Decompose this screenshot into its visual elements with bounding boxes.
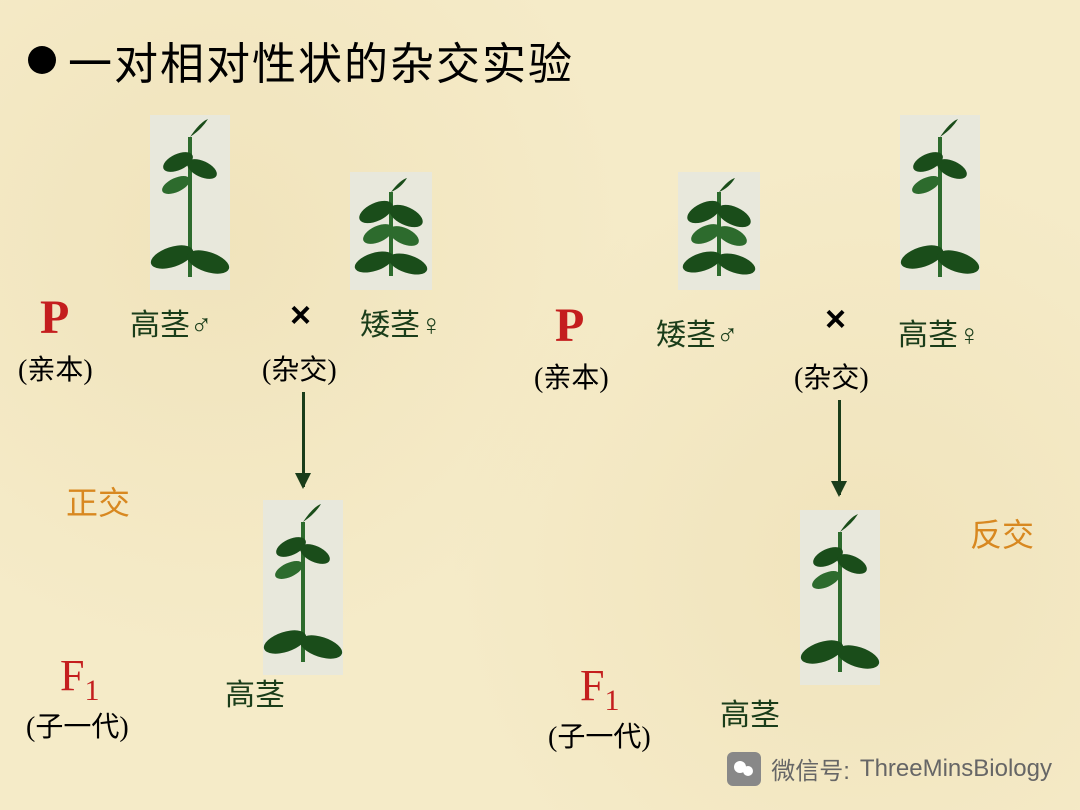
tall-plant-icon <box>150 107 230 282</box>
f1-letter-text: F <box>60 651 84 700</box>
title-row: 一对相对性状的杂交实验 <box>28 28 574 92</box>
right-cross-note: (杂交) <box>794 356 869 396</box>
f1-letter-text: F <box>580 661 604 710</box>
short-plant-icon <box>350 164 432 282</box>
left-parent-left-label: 高茎♂ <box>130 300 213 344</box>
left-parent-short-plant <box>350 172 432 290</box>
left-cross-note: (杂交) <box>262 348 337 388</box>
right-offspring-plant <box>800 510 880 685</box>
left-offspring-label: 高茎 <box>225 670 285 714</box>
left-F1-paren: (子一代) <box>26 705 129 745</box>
title-bullet-icon <box>28 46 56 74</box>
right-side-label: 反交 <box>970 510 1034 556</box>
f1-sub-text: 1 <box>84 674 99 707</box>
left-offspring-plant <box>263 500 343 675</box>
right-parent-short-plant <box>678 172 760 290</box>
right-P-paren: (亲本) <box>534 356 609 396</box>
tall-plant-icon <box>900 107 980 282</box>
right-F1-paren: (子一代) <box>548 715 651 755</box>
left-side-label: 正交 <box>66 478 130 524</box>
page-title: 一对相对性状的杂交实验 <box>68 28 574 92</box>
left-arrow-icon <box>302 392 305 487</box>
right-F1-letter: F1 <box>580 660 619 718</box>
tall-plant-icon <box>800 502 880 677</box>
f1-sub-text: 1 <box>604 684 619 717</box>
right-P-letter: P <box>555 298 584 353</box>
tall-plant-icon <box>263 492 343 667</box>
right-parent-left-label: 矮茎♂ <box>656 310 739 354</box>
right-offspring-label: 高茎 <box>720 690 780 734</box>
left-cross-symbol: × <box>290 294 311 336</box>
right-parent-right-label: 高茎♀ <box>898 310 981 354</box>
right-arrow-icon <box>838 400 841 495</box>
right-parent-tall-plant <box>900 115 980 290</box>
footer-label: 微信号: <box>771 751 850 786</box>
footer-value: ThreeMinsBiology <box>860 755 1052 783</box>
footer-watermark: 微信号: ThreeMinsBiology <box>727 751 1052 786</box>
left-parent-right-label: 矮茎♀ <box>360 300 443 344</box>
left-P-paren: (亲本) <box>18 348 93 388</box>
wechat-icon <box>727 752 761 786</box>
left-parent-tall-plant <box>150 115 230 290</box>
right-cross-symbol: × <box>825 298 846 340</box>
left-P-letter: P <box>40 290 69 345</box>
short-plant-icon <box>678 164 760 282</box>
left-F1-letter: F1 <box>60 650 99 708</box>
